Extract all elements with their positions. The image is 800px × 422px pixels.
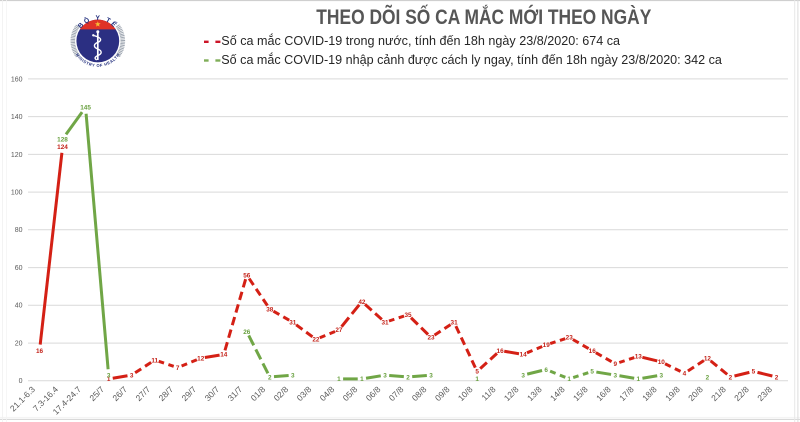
svg-text:Số ca mắc COVID-19 nhập cảnh đ: Số ca mắc COVID-19 nhập cảnh được cách l… <box>221 52 722 67</box>
svg-text:160: 160 <box>11 76 23 83</box>
svg-text:38: 38 <box>266 306 274 313</box>
svg-text:28/7: 28/7 <box>156 384 175 403</box>
svg-text:07/8: 07/8 <box>387 384 406 403</box>
svg-text:2: 2 <box>406 374 410 381</box>
svg-text:22: 22 <box>312 337 320 344</box>
svg-text:1: 1 <box>107 376 111 383</box>
svg-text:03/8: 03/8 <box>295 384 314 403</box>
svg-text:100: 100 <box>11 190 23 197</box>
svg-text:12: 12 <box>197 356 205 363</box>
svg-text:13/8: 13/8 <box>525 384 544 403</box>
svg-text:26/7: 26/7 <box>110 384 129 403</box>
svg-text:16: 16 <box>36 348 44 355</box>
svg-text:11: 11 <box>151 357 158 364</box>
svg-text:3: 3 <box>614 372 618 379</box>
svg-text:2: 2 <box>775 374 779 381</box>
svg-text:3: 3 <box>521 372 525 379</box>
svg-text:145: 145 <box>80 105 91 112</box>
svg-text:13: 13 <box>635 354 643 361</box>
svg-text:29/7: 29/7 <box>179 384 198 403</box>
svg-text:1: 1 <box>475 376 479 383</box>
svg-text:5: 5 <box>752 369 756 376</box>
svg-text:2: 2 <box>729 374 733 381</box>
svg-text:11/8: 11/8 <box>479 384 498 403</box>
svg-text:140: 140 <box>11 114 23 121</box>
svg-text:08/8: 08/8 <box>410 384 429 403</box>
svg-text:16: 16 <box>497 348 505 355</box>
svg-text:16: 16 <box>589 348 597 355</box>
svg-text:09/8: 09/8 <box>433 384 452 403</box>
svg-text:27/7: 27/7 <box>133 384 152 403</box>
svg-text:2: 2 <box>706 374 710 381</box>
svg-text:5: 5 <box>475 369 479 376</box>
svg-text:56: 56 <box>243 272 251 279</box>
svg-text:128: 128 <box>57 137 68 144</box>
svg-text:23/8: 23/8 <box>755 384 774 403</box>
svg-text:27: 27 <box>335 327 343 334</box>
svg-text:3: 3 <box>429 372 433 379</box>
svg-text:04/8: 04/8 <box>318 384 337 403</box>
svg-text:14/8: 14/8 <box>548 384 567 403</box>
svg-text:18/8: 18/8 <box>640 384 659 403</box>
svg-text:10: 10 <box>658 359 666 366</box>
svg-text:14: 14 <box>520 352 528 359</box>
svg-text:20/8: 20/8 <box>686 384 705 403</box>
svg-text:16/8: 16/8 <box>594 384 613 403</box>
svg-text:2: 2 <box>268 374 272 381</box>
svg-text:31: 31 <box>381 320 389 327</box>
svg-text:6: 6 <box>544 367 548 374</box>
svg-text:26: 26 <box>243 329 251 336</box>
svg-text:30/7: 30/7 <box>203 384 222 403</box>
svg-text:01/8: 01/8 <box>249 384 268 403</box>
svg-text:1: 1 <box>567 376 571 383</box>
svg-text:31/7: 31/7 <box>226 384 245 403</box>
svg-text:23: 23 <box>566 335 574 342</box>
svg-text:15/8: 15/8 <box>571 384 590 403</box>
svg-text:4: 4 <box>683 371 687 378</box>
svg-text:7: 7 <box>176 365 180 372</box>
svg-text:23: 23 <box>427 335 435 342</box>
svg-text:02/8: 02/8 <box>272 384 291 403</box>
svg-text:12/8: 12/8 <box>502 384 521 403</box>
svg-text:35: 35 <box>404 312 412 319</box>
svg-text:31: 31 <box>289 320 297 327</box>
svg-text:14: 14 <box>220 352 228 359</box>
svg-text:5: 5 <box>590 369 594 376</box>
svg-text:3: 3 <box>107 372 111 379</box>
svg-text:Số ca mắc COVID-19 trong nước,: Số ca mắc COVID-19 trong nước, tính đến … <box>221 33 620 48</box>
svg-text:10/8: 10/8 <box>456 384 475 403</box>
svg-text:1: 1 <box>360 376 364 383</box>
svg-text:80: 80 <box>15 227 23 234</box>
svg-text:120: 120 <box>11 152 23 159</box>
svg-text:06/8: 06/8 <box>364 384 383 403</box>
svg-text:3: 3 <box>660 372 664 379</box>
svg-text:0: 0 <box>19 378 23 385</box>
svg-text:3: 3 <box>383 372 387 379</box>
svg-text:42: 42 <box>358 299 366 306</box>
svg-text:3: 3 <box>130 372 134 379</box>
svg-text:1: 1 <box>337 376 341 383</box>
svg-text:3: 3 <box>291 372 295 379</box>
svg-text:60: 60 <box>15 265 23 272</box>
svg-text:20: 20 <box>15 341 23 348</box>
svg-text:31: 31 <box>451 320 459 327</box>
svg-text:124: 124 <box>57 144 68 151</box>
svg-text:40: 40 <box>15 303 23 310</box>
svg-text:22/8: 22/8 <box>732 384 751 403</box>
svg-text:19: 19 <box>543 342 551 349</box>
svg-text:19/8: 19/8 <box>663 384 682 403</box>
svg-text:9: 9 <box>614 361 618 368</box>
svg-text:THEO DÕI SỐ CA MẮC MỚI THEO NG: THEO DÕI SỐ CA MẮC MỚI THEO NGÀY <box>316 3 651 29</box>
svg-text:12: 12 <box>704 356 712 363</box>
svg-text:25/7: 25/7 <box>87 384 106 403</box>
svg-text:1: 1 <box>637 376 641 383</box>
svg-text:21/8: 21/8 <box>709 384 728 403</box>
svg-text:17/8: 17/8 <box>617 384 636 403</box>
svg-text:05/8: 05/8 <box>341 384 360 403</box>
